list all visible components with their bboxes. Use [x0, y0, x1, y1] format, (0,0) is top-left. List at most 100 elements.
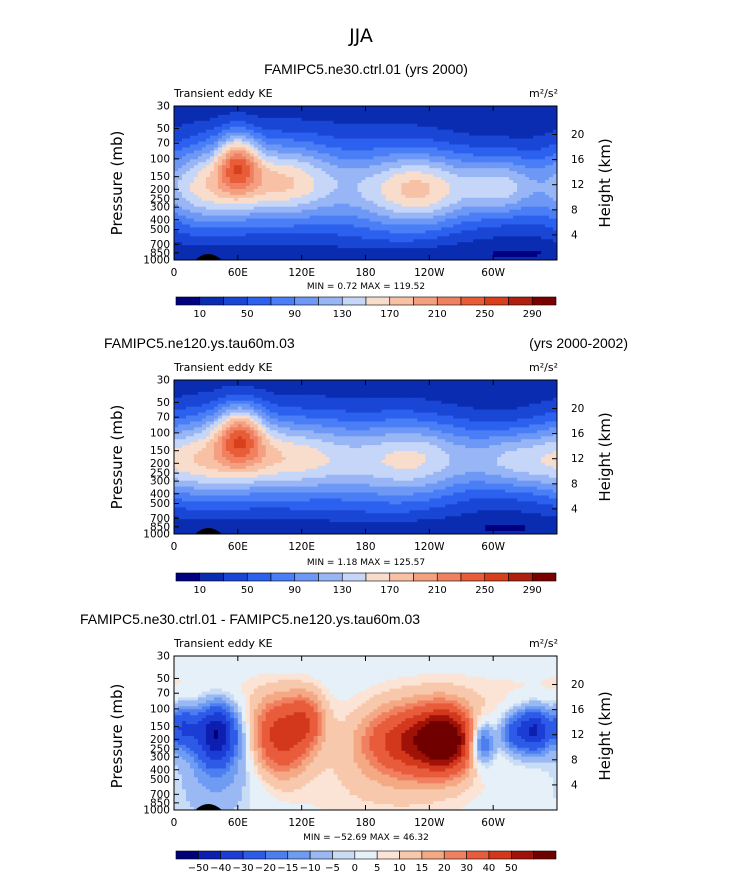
contour-cell: [509, 209, 514, 214]
contour-cell: [377, 197, 382, 202]
contour-cell: [521, 132, 526, 137]
contour-cell: [197, 236, 203, 240]
contour-cell: [357, 218, 362, 222]
contour-cell: [553, 144, 558, 148]
contour-cell: [341, 236, 346, 240]
contour-cell: [289, 218, 295, 222]
contour-cell: [305, 114, 311, 119]
contour-cell: [269, 159, 275, 163]
contour-cell: [325, 156, 330, 160]
contour-cell: [433, 245, 438, 249]
contour-cell: [497, 257, 502, 261]
contour-cell: [497, 230, 502, 234]
contour-cell: [293, 212, 299, 216]
contour-cell: [377, 132, 382, 137]
contour-cell: [393, 117, 398, 122]
contour-cell: [389, 200, 394, 205]
contour-cell: [229, 150, 235, 154]
contour-cell: [413, 197, 418, 202]
contour-cell: [385, 138, 390, 142]
contour-cell: [461, 209, 466, 214]
contour-cell: [225, 174, 231, 178]
contour-cell: [297, 156, 303, 160]
contour-cell: [253, 111, 259, 116]
contour-cell: [197, 168, 203, 172]
contour-cell: [389, 108, 394, 113]
contour-cell: [521, 197, 526, 202]
contour-cell: [317, 257, 323, 261]
contour-cell: [529, 108, 534, 113]
contour-cell: [521, 233, 526, 237]
contour-cell: [537, 174, 542, 178]
contour-cell: [521, 188, 526, 193]
contour-cell: [385, 230, 390, 234]
contour-cell: [277, 129, 283, 134]
contour-cell: [297, 129, 303, 134]
contour-cell: [309, 159, 315, 163]
contour-cell: [321, 106, 326, 110]
contour-cell: [245, 177, 251, 181]
contour-cell: [485, 162, 490, 166]
contour-cell: [353, 144, 358, 148]
contour-cell: [393, 147, 398, 151]
contour-cell: [449, 242, 454, 246]
contour-cell: [421, 257, 426, 261]
contour-cell: [401, 209, 406, 214]
contour-cell: [461, 117, 466, 122]
contour-cell: [325, 141, 330, 145]
contour-cell: [501, 215, 506, 219]
contour-cell: [249, 203, 255, 208]
contour-cell: [217, 171, 223, 175]
contour-cell: [377, 153, 382, 157]
contour-cell: [501, 162, 506, 166]
contour-cell: [345, 245, 350, 249]
contour-cell: [377, 233, 382, 237]
contour-cell: [201, 144, 207, 148]
contour-cell: [313, 108, 319, 113]
contour-cell: [277, 106, 283, 110]
contour-cell: [549, 106, 554, 110]
contour-cell: [405, 150, 410, 154]
contour-cell: [489, 156, 494, 160]
contour-cell: [317, 156, 323, 160]
contour-cell: [445, 245, 450, 249]
contour-cell: [349, 114, 354, 119]
contour-cell: [301, 174, 307, 178]
contour-cell: [461, 120, 466, 125]
contour-cell: [313, 156, 319, 160]
contour-cell: [361, 144, 366, 148]
contour-cell: [521, 236, 526, 240]
contour-cell: [189, 123, 195, 128]
contour-cell: [421, 230, 426, 234]
contour-cell: [505, 215, 510, 219]
contour-cell: [281, 106, 287, 110]
contour-cell: [325, 230, 330, 234]
contour-cell: [325, 257, 330, 261]
contour-cell: [497, 132, 502, 137]
contour-cell: [285, 218, 291, 222]
contour-cell: [229, 153, 235, 157]
contour-cell: [429, 245, 434, 249]
contour-cell: [237, 165, 243, 169]
contour-cell: [417, 212, 422, 216]
contour-cell: [361, 245, 366, 249]
contour-cell: [525, 147, 530, 151]
contour-cell: [513, 191, 518, 196]
contour-cell: [401, 221, 406, 225]
contour-cell: [313, 123, 319, 128]
contour-cell: [525, 257, 530, 261]
contour-cell: [329, 209, 334, 214]
contour-cell: [377, 111, 382, 116]
contour-cell: [381, 171, 386, 175]
contour-cell: [413, 174, 418, 178]
contour-cell: [249, 183, 255, 187]
contour-cell: [253, 165, 259, 169]
contour-cell: [529, 138, 534, 142]
contour-cell: [305, 106, 311, 110]
contour-cell: [273, 197, 279, 202]
contour-cell: [441, 180, 446, 184]
contour-cell: [221, 120, 227, 125]
contour-cell: [373, 242, 378, 246]
contour-cell: [553, 138, 558, 142]
contour-cell: [273, 156, 279, 160]
